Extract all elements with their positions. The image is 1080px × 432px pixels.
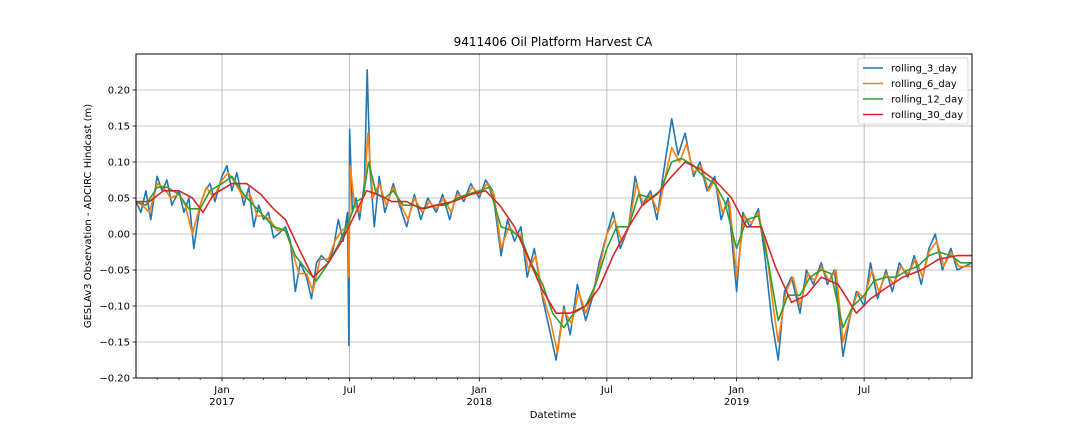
y-tick-label: 0.20 [108, 86, 130, 97]
x-tick-label: Jan [728, 385, 744, 396]
series-line-rolling_3_day [135, 69, 973, 361]
x-tick-label: Jul [600, 385, 613, 396]
y-tick-label: 0.10 [108, 158, 130, 169]
x-tick-label: Jan [213, 385, 229, 396]
y-tick-label: −0.20 [99, 374, 130, 385]
y-tick-label: −0.10 [99, 302, 130, 313]
legend-label: rolling_3_day [891, 64, 957, 75]
series-line-rolling_6_day [135, 132, 972, 354]
y-axis: −0.20 −0.15 −0.10 −0.05 0.00 0.05 0.10 0.15 0.20 [99, 86, 136, 385]
legend: rolling_3_day rolling_6_day rolling_12_day… [857, 57, 969, 125]
y-tick-label: 0.05 [108, 194, 130, 205]
plot-frame [135, 53, 973, 379]
y-tick-label: 0.00 [108, 230, 130, 241]
y-axis-label: GESLAv3 Observation - ADCIRC Hindcast (m… [83, 104, 94, 328]
y-tick-label: −0.15 [99, 338, 130, 349]
y-tick-label: −0.05 [99, 266, 130, 277]
x-axis-label: Datetime [530, 410, 577, 421]
legend-box [857, 57, 969, 125]
x-tick-year-label: 2018 [467, 397, 492, 408]
legend-label: rolling_30_day [891, 110, 963, 121]
chart-title: 9411406 Oil Platform Harvest CA [454, 35, 654, 49]
series-lines [135, 69, 973, 361]
series-line-rolling_12_day [135, 157, 972, 329]
x-tick-label: Jan [471, 385, 487, 396]
x-tick-label: Jul [343, 385, 356, 396]
x-tick-year-label: 2019 [724, 397, 749, 408]
series-line-rolling_30_day [136, 161, 972, 315]
legend-label: rolling_12_day [891, 95, 963, 106]
y-tick-label: 0.15 [108, 122, 130, 133]
legend-label: rolling_6_day [891, 79, 957, 90]
x-tick-year-label: 2017 [209, 397, 234, 408]
x-tick-label: Jul [857, 385, 870, 396]
